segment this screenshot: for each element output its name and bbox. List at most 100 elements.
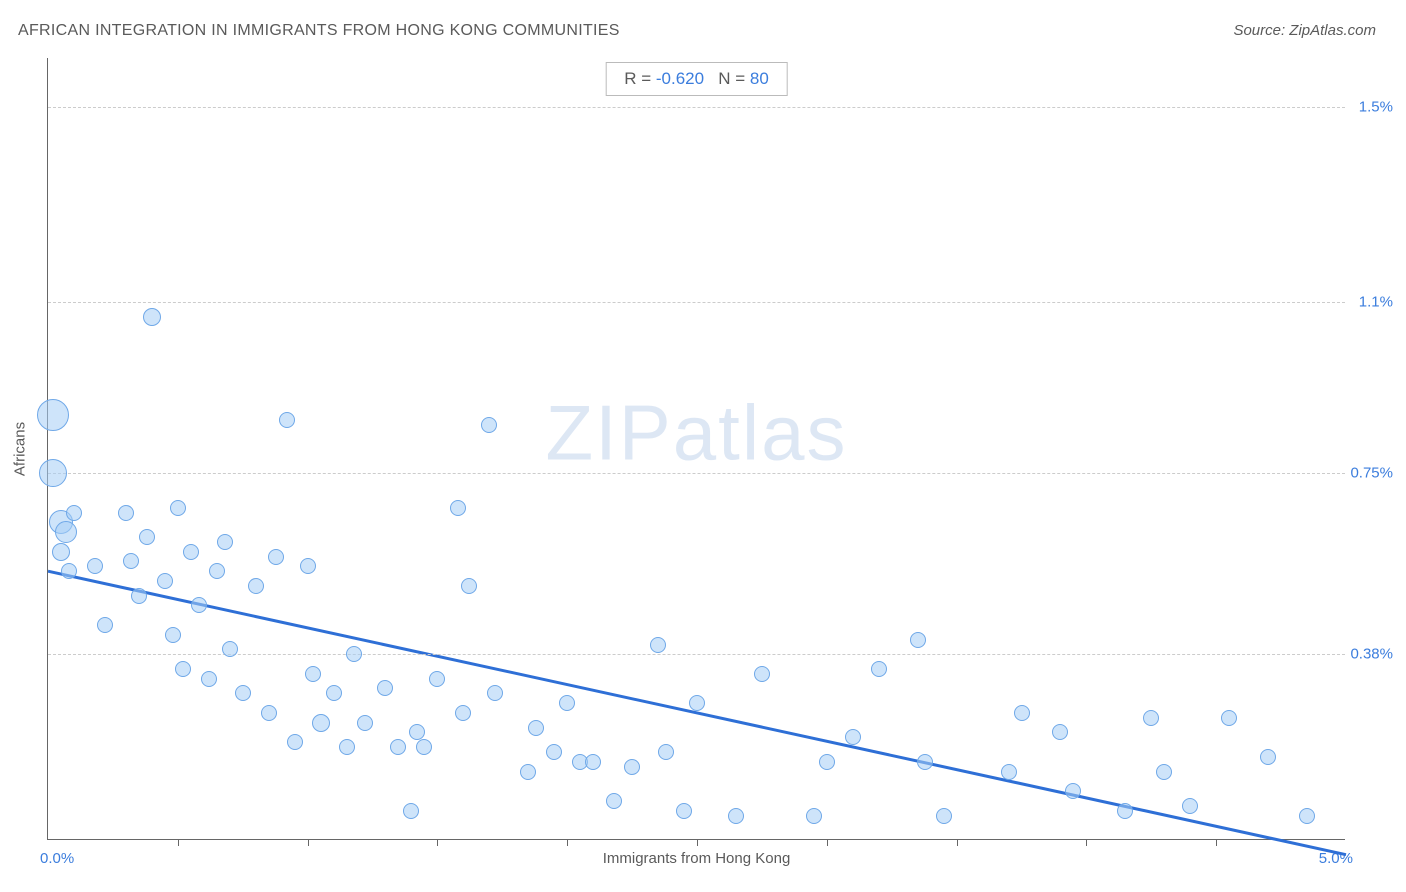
scatter-point	[450, 500, 466, 516]
scatter-point	[520, 764, 536, 780]
scatter-point	[222, 641, 238, 657]
scatter-point	[429, 671, 445, 687]
scatter-point	[676, 803, 692, 819]
scatter-point	[455, 705, 471, 721]
scatter-point	[97, 617, 113, 633]
scatter-point	[416, 739, 432, 755]
scatter-point	[139, 529, 155, 545]
scatter-point	[377, 680, 393, 696]
scatter-point	[1143, 710, 1159, 726]
scatter-point	[1065, 783, 1081, 799]
scatter-point	[546, 744, 562, 760]
x-tick	[957, 839, 958, 846]
scatter-point	[87, 558, 103, 574]
scatter-point	[287, 734, 303, 750]
x-tick	[697, 839, 698, 846]
scatter-point	[806, 808, 822, 824]
scatter-point	[305, 666, 321, 682]
scatter-point	[66, 505, 82, 521]
scatter-point	[606, 793, 622, 809]
scatter-point	[209, 563, 225, 579]
scatter-point	[183, 544, 199, 560]
y-tick-label: 1.1%	[1359, 294, 1393, 311]
scatter-point	[39, 459, 67, 487]
x-tick	[827, 839, 828, 846]
scatter-point	[1221, 710, 1237, 726]
scatter-point	[1260, 749, 1276, 765]
source-attribution: Source: ZipAtlas.com	[1233, 22, 1376, 39]
scatter-point	[346, 646, 362, 662]
scatter-point	[1001, 764, 1017, 780]
scatter-point	[201, 671, 217, 687]
y-axis-label: Africans	[12, 421, 29, 475]
scatter-point	[481, 417, 497, 433]
scatter-point	[461, 578, 477, 594]
x-tick	[437, 839, 438, 846]
x-tick	[1086, 839, 1087, 846]
scatter-point	[624, 759, 640, 775]
scatter-point	[819, 754, 835, 770]
scatter-point	[1117, 803, 1133, 819]
scatter-point	[917, 754, 933, 770]
gridline	[48, 473, 1345, 474]
x-axis-label: Immigrants from Hong Kong	[603, 850, 791, 867]
scatter-point	[326, 685, 342, 701]
scatter-point	[175, 661, 191, 677]
scatter-point	[52, 543, 70, 561]
scatter-point	[261, 705, 277, 721]
scatter-point	[357, 715, 373, 731]
scatter-point	[487, 685, 503, 701]
scatter-point	[300, 558, 316, 574]
chart-title: AFRICAN INTEGRATION IN IMMIGRANTS FROM H…	[18, 22, 620, 40]
scatter-point	[403, 803, 419, 819]
scatter-point	[1156, 764, 1172, 780]
scatter-point	[1014, 705, 1030, 721]
scatter-point	[61, 563, 77, 579]
scatter-point	[279, 412, 295, 428]
scatter-point	[936, 808, 952, 824]
gridline	[48, 107, 1345, 108]
x-tick	[1216, 839, 1217, 846]
scatter-point	[1182, 798, 1198, 814]
scatter-plot: R = -0.620 N = 80 ZIPatlas Africans Immi…	[47, 58, 1345, 840]
scatter-point	[118, 505, 134, 521]
scatter-point	[248, 578, 264, 594]
scatter-point	[728, 808, 744, 824]
scatter-point	[131, 588, 147, 604]
gridline	[48, 654, 1345, 655]
scatter-point	[390, 739, 406, 755]
scatter-point	[37, 399, 69, 431]
scatter-point	[585, 754, 601, 770]
x-tick	[567, 839, 568, 846]
x-tick	[308, 839, 309, 846]
scatter-point	[871, 661, 887, 677]
gridline	[48, 302, 1345, 303]
y-tick-label: 1.5%	[1359, 98, 1393, 115]
scatter-point	[845, 729, 861, 745]
scatter-point	[689, 695, 705, 711]
scatter-point	[268, 549, 284, 565]
scatter-point	[191, 597, 207, 613]
scatter-point	[217, 534, 233, 550]
scatter-point	[754, 666, 770, 682]
scatter-point	[143, 308, 161, 326]
scatter-point	[910, 632, 926, 648]
scatter-point	[658, 744, 674, 760]
y-tick-label: 0.38%	[1350, 646, 1393, 663]
scatter-point	[339, 739, 355, 755]
scatter-point	[559, 695, 575, 711]
scatter-point	[312, 714, 330, 732]
scatter-point	[650, 637, 666, 653]
x-axis-min: 0.0%	[40, 850, 74, 867]
scatter-point	[157, 573, 173, 589]
scatter-point	[1052, 724, 1068, 740]
scatter-point	[409, 724, 425, 740]
scatter-point	[55, 521, 77, 543]
scatter-point	[170, 500, 186, 516]
scatter-point	[123, 553, 139, 569]
x-tick	[178, 839, 179, 846]
scatter-point	[165, 627, 181, 643]
scatter-point	[528, 720, 544, 736]
y-tick-label: 0.75%	[1350, 465, 1393, 482]
scatter-point	[1299, 808, 1315, 824]
